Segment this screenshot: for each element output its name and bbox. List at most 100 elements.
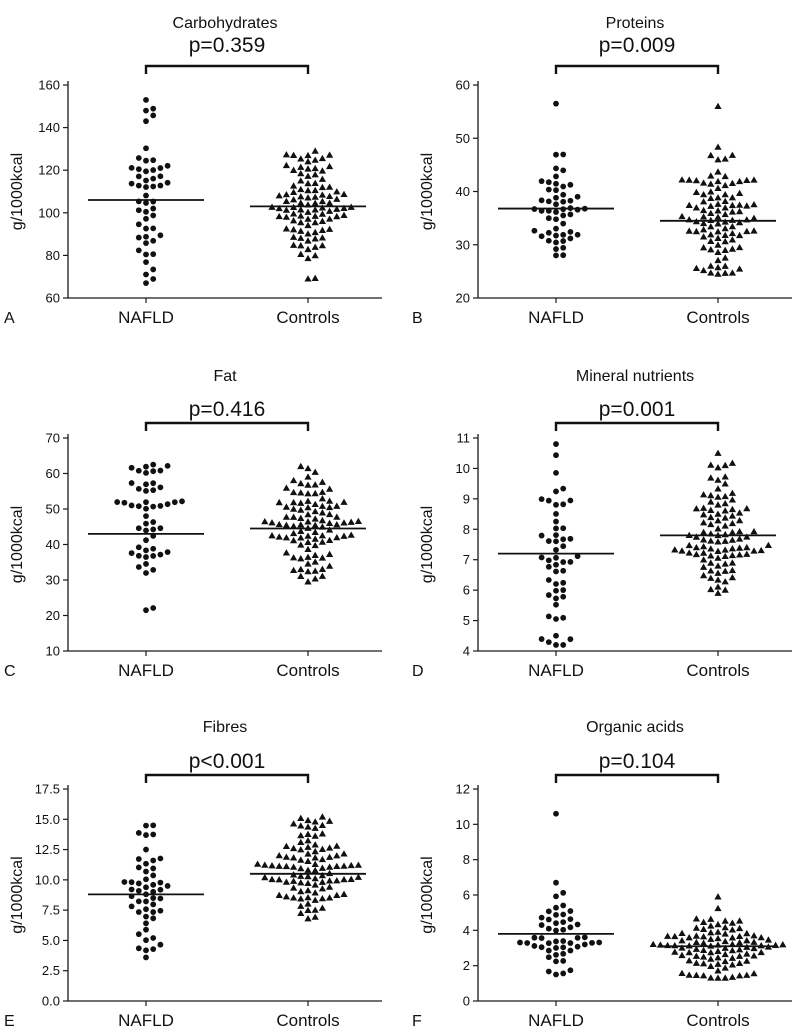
y-tick-label: 30 [46, 573, 60, 588]
controls-point [714, 538, 722, 545]
controls-point [728, 194, 736, 201]
controls-point [707, 552, 715, 559]
controls-point [707, 269, 715, 276]
nafld-point [150, 935, 157, 941]
nafld-point [150, 831, 157, 838]
controls-point [721, 586, 729, 593]
controls-point [340, 498, 348, 505]
group-label-nafld: NAFLD [118, 308, 174, 327]
controls-point [282, 534, 290, 541]
controls-point [728, 236, 736, 243]
controls-point [297, 902, 305, 909]
controls-point [290, 210, 298, 217]
nafld-point [567, 908, 574, 914]
nafld-point [560, 220, 567, 227]
controls-point [779, 941, 787, 948]
controls-point [721, 917, 729, 924]
controls-point [304, 866, 312, 873]
controls-point [340, 862, 348, 869]
controls-point [340, 519, 348, 526]
nafld-point [567, 211, 574, 218]
controls-point [311, 235, 319, 242]
controls-point [743, 202, 751, 209]
controls-point [282, 225, 290, 232]
controls-point [318, 845, 326, 852]
controls-point [721, 578, 729, 585]
controls-point [750, 938, 758, 945]
controls-point [311, 832, 319, 839]
panel-title: Organic acids [586, 719, 684, 736]
controls-point [692, 543, 700, 551]
nafld-point [143, 898, 149, 905]
nafld-point [553, 252, 559, 259]
nafld-point [150, 915, 157, 922]
nafld-point [143, 97, 149, 103]
controls-point [297, 846, 305, 853]
controls-point [700, 233, 708, 240]
nafld-point [560, 587, 567, 593]
nafld-point [143, 505, 149, 512]
p-value-label: p=0.104 [599, 750, 676, 773]
nafld-point [574, 943, 581, 950]
nafld-point [143, 240, 149, 247]
controls-point [721, 567, 729, 574]
controls-point [721, 930, 729, 937]
controls-point [326, 894, 334, 901]
nafld-point [143, 208, 149, 215]
nafld-point [553, 958, 559, 965]
controls-point [678, 969, 686, 977]
controls-point [700, 571, 708, 579]
controls-point [326, 519, 334, 526]
controls-point [721, 937, 729, 945]
controls-point [333, 877, 341, 884]
nafld-point [567, 967, 574, 974]
controls-point [297, 218, 305, 226]
controls-point [707, 915, 715, 922]
nafld-point [553, 595, 559, 602]
y-tick-label: 15.0 [35, 812, 60, 827]
nafld-point [567, 916, 574, 923]
controls-point [297, 212, 305, 219]
nafld-point [143, 554, 149, 560]
panel-e: Fibres 0.0 2.5 5.0 7.5 10.0 12.5 15.0 17.5 NAFLD C… [4, 719, 382, 1030]
nafld-point [553, 561, 559, 568]
nafld-point [545, 947, 552, 954]
nafld-point [553, 165, 559, 172]
controls-point [311, 243, 319, 250]
controls-point [326, 207, 334, 214]
controls-point [707, 929, 715, 936]
nafld-point [135, 931, 142, 938]
controls-point [685, 942, 693, 949]
controls-point [685, 541, 693, 549]
nafld-point [545, 198, 552, 205]
nafld-point [553, 469, 559, 476]
nafld-point [553, 632, 559, 639]
nafld-point [560, 944, 567, 951]
controls-point [304, 850, 312, 857]
nafld-point [560, 485, 567, 492]
panel-a: Carbohydrates 60 80 100 120 140 160 NAFLD Contro… [4, 15, 382, 327]
nafld-point [143, 822, 149, 829]
controls-point [685, 176, 693, 183]
controls-point [700, 179, 708, 186]
nafld-point [135, 155, 142, 161]
controls-point [714, 143, 722, 150]
nafld-point [560, 911, 567, 918]
controls-point [297, 169, 305, 177]
controls-point [318, 885, 326, 892]
nafld-point [574, 231, 581, 238]
controls-point [304, 194, 312, 201]
controls-point [728, 216, 736, 223]
controls-point [721, 155, 729, 162]
y-tick-label: 6 [463, 583, 470, 598]
controls-point [721, 246, 729, 253]
controls-point [275, 204, 283, 212]
nafld-point [553, 441, 559, 447]
controls-point [714, 248, 722, 256]
controls-point [318, 572, 326, 579]
nafld-point [135, 182, 142, 189]
controls-point [297, 199, 305, 206]
controls-point [743, 543, 751, 551]
controls-point [714, 220, 722, 227]
controls-point [685, 934, 693, 941]
